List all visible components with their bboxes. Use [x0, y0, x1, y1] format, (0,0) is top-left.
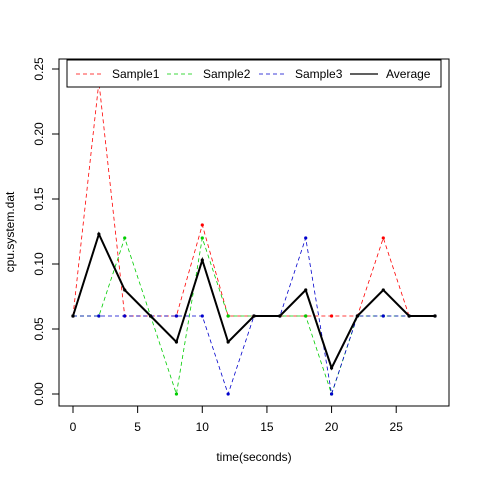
data-point-average — [382, 288, 385, 291]
data-point-average — [356, 314, 359, 317]
x-tick-label: 25 — [390, 420, 404, 434]
x-tick-label: 5 — [134, 420, 141, 434]
data-point-sample2 — [175, 392, 178, 395]
data-point-average — [201, 259, 204, 262]
data-point-sample3 — [330, 392, 333, 395]
data-point-sample2 — [123, 236, 126, 239]
data-point-average — [433, 314, 436, 317]
data-point-sample2 — [304, 314, 307, 317]
x-axis-label: time(seconds) — [216, 450, 291, 464]
data-point-average — [227, 340, 230, 343]
y-axis-label: cpu.system.dat — [3, 191, 17, 272]
data-point-average — [123, 288, 126, 291]
legend: Sample1 Sample2 Sample3 Average — [67, 60, 441, 87]
data-point-sample1 — [330, 314, 333, 317]
data-point-sample3 — [123, 314, 126, 317]
data-point-sample3 — [382, 314, 385, 317]
data-point-average — [71, 314, 74, 317]
x-tick-label: 10 — [196, 420, 210, 434]
data-point-average — [97, 233, 100, 236]
data-point-sample1 — [382, 236, 385, 239]
data-point-average — [252, 314, 255, 317]
y-tick-label: 0.00 — [32, 382, 46, 406]
x-tick-label: 15 — [260, 420, 274, 434]
y-tick-label: 0.20 — [32, 122, 46, 146]
data-point-sample3 — [97, 314, 100, 317]
data-point-average — [175, 340, 178, 343]
legend-label-sample3: Sample3 — [295, 67, 343, 81]
x-tick-label: 20 — [325, 420, 339, 434]
data-point-sample2 — [227, 314, 230, 317]
data-point-average — [278, 314, 281, 317]
y-tick-label: 0.15 — [32, 187, 46, 211]
x-tick-label: 0 — [70, 420, 77, 434]
data-point-average — [149, 314, 152, 317]
data-point-average — [330, 366, 333, 369]
y-tick-label: 0.10 — [32, 252, 46, 276]
data-point-sample3 — [227, 392, 230, 395]
legend-label-sample1: Sample1 — [112, 67, 160, 81]
data-point-sample1 — [201, 223, 204, 226]
legend-label-sample2: Sample2 — [203, 67, 251, 81]
legend-label-average: Average — [386, 67, 431, 81]
data-point-average — [304, 288, 307, 291]
y-tick-label: 0.05 — [32, 317, 46, 341]
data-point-sample3 — [201, 314, 204, 317]
y-tick-label: 0.25 — [32, 57, 46, 81]
data-point-sample3 — [304, 236, 307, 239]
data-point-average — [408, 314, 411, 317]
data-point-sample2 — [201, 236, 204, 239]
data-point-sample3 — [175, 314, 178, 317]
